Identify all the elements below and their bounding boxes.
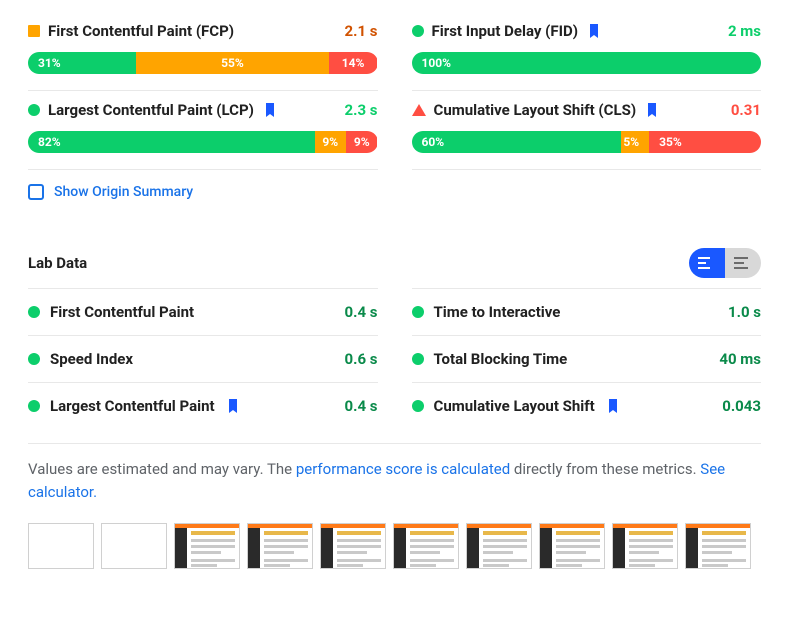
lab-metric-name: Speed Index [50,350,133,368]
distribution-segment: 82% [28,131,315,153]
filmstrip-thumbnail[interactable] [320,523,386,569]
filmstrip-thumbnail[interactable] [612,523,678,569]
bookmark-icon [227,399,239,413]
lab-metric-value: 40 ms [719,350,761,368]
field-metric: First Contentful Paint (FCP) 2.1 s 31%55%1… [28,12,378,91]
metric-value: 2.3 s [345,101,378,119]
distribution-segment: 9% [346,131,377,153]
metric-name: First Contentful Paint (FCP) [48,22,234,40]
footnote-text: directly from these metrics. [510,460,700,478]
distribution-segment: 14% [329,52,378,74]
filmstrip-thumbnail[interactable] [393,523,459,569]
performance-score-link[interactable]: performance score is calculated [296,460,510,478]
status-circle-icon [412,25,424,37]
filmstrip-thumbnail[interactable] [685,523,751,569]
view-toggle [689,248,761,278]
distribution-segment: 5% [621,131,649,153]
status-circle-icon [412,353,424,365]
distribution-bar: 82%9%9% [28,131,378,153]
status-circle-icon [28,400,40,412]
view-toggle-compact[interactable] [689,248,725,278]
bookmark-icon [264,103,276,117]
lab-metric-value: 0.6 s [345,350,378,368]
lab-metric-row: Cumulative Layout Shift 0.043 [412,382,762,429]
lab-footnote: Values are estimated and may vary. The p… [28,443,761,503]
status-circle-icon [412,400,424,412]
field-metric: Cumulative Layout Shift (CLS) 0.31 60%5%35… [412,91,762,170]
lab-metric-name: Time to Interactive [434,303,561,321]
status-circle-icon [28,353,40,365]
lab-metric-name: Total Blocking Time [434,350,568,368]
filmstrip-thumbnail[interactable] [247,523,313,569]
lab-data-header: Lab Data [28,248,761,278]
distribution-segment: 9% [315,131,346,153]
lab-metric-value: 0.4 s [345,397,378,415]
metric-value: 2.1 s [345,22,378,40]
distribution-bar: 31%55%14% [28,52,378,74]
lab-metric-row: Speed Index 0.6 s [28,335,378,382]
bookmark-icon [607,399,619,413]
distribution-bar: 100% [412,52,762,74]
status-circle-icon [412,306,424,318]
distribution-segment: 35% [649,131,761,153]
lab-metric-name: Cumulative Layout Shift [434,397,595,415]
lab-metric-row: Total Blocking Time 40 ms [412,335,762,382]
distribution-segment: 55% [136,52,328,74]
lab-metric-row: Largest Contentful Paint 0.4 s [28,382,378,429]
lab-data-title: Lab Data [28,254,87,272]
show-origin-summary-label: Show Origin Summary [54,184,193,200]
lab-metric-name: First Contentful Paint [50,303,194,321]
distribution-bar: 60%5%35% [412,131,762,153]
lab-metric-row: Time to Interactive 1.0 s [412,288,762,335]
field-data-grid: First Contentful Paint (FCP)2.1 s31%55%1… [28,12,761,208]
bookmark-icon [588,24,600,38]
metric-value: 0.31 [731,101,761,119]
lab-metric-value: 0.043 [722,397,761,415]
filmstrip-thumbnail[interactable] [539,523,605,569]
status-circle-icon [28,306,40,318]
lab-metric-value: 0.4 s [345,303,378,321]
filmstrip-thumbnail[interactable] [174,523,240,569]
metric-name: Largest Contentful Paint (LCP) [48,101,254,119]
bookmark-icon [646,103,658,117]
filmstrip-thumbnail[interactable] [101,523,167,569]
distribution-segment: 60% [412,131,622,153]
view-toggle-expanded[interactable] [725,248,761,278]
status-triangle-icon [412,104,426,116]
field-metric: Largest Contentful Paint (LCP)2.3 s82%9%… [28,91,378,170]
distribution-segment: 100% [412,52,762,74]
distribution-segment: 31% [28,52,136,74]
filmstrip-thumbnail[interactable] [28,523,94,569]
metric-name: First Input Delay (FID) [432,22,579,40]
lab-metric-name: Largest Contentful Paint [50,397,215,415]
show-origin-summary-checkbox[interactable] [28,184,44,200]
footnote-text: Values are estimated and may vary. The [28,460,296,478]
lab-metric-value: 1.0 s [728,303,761,321]
status-circle-icon [28,104,40,116]
metric-value: 2 ms [728,22,761,40]
metric-name: Cumulative Layout Shift (CLS) [434,101,637,119]
field-metric: First Input Delay (FID) 2 ms 100% [412,12,762,91]
status-square-icon [28,25,40,37]
lab-data-grid: First Contentful Paint 0.4 s Time to Inter… [28,288,761,429]
show-origin-summary-row[interactable]: Show Origin Summary [28,170,761,208]
filmstrip [28,523,761,569]
filmstrip-thumbnail[interactable] [466,523,532,569]
lab-metric-row: First Contentful Paint 0.4 s [28,288,378,335]
